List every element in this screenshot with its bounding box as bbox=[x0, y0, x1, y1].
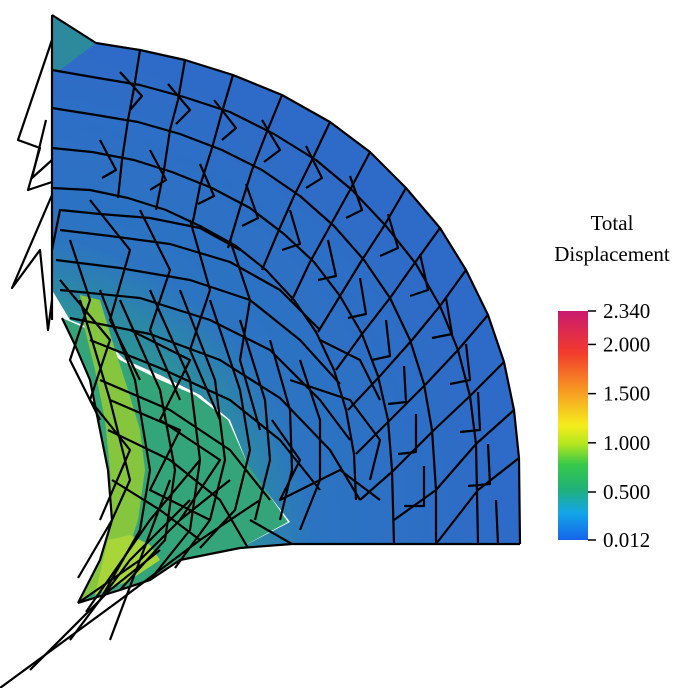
colorbar-ticks: 2.340 2.000 1.500 1.000 0.500 0.012 bbox=[588, 299, 650, 552]
colorbar-tick-label: 2.340 bbox=[603, 299, 650, 323]
field-high-region bbox=[80, 295, 145, 600]
colorbar-tick-label: 0.500 bbox=[603, 480, 650, 504]
field-outer-band bbox=[52, 15, 520, 548]
displacement-field bbox=[52, 15, 520, 603]
colorbar-gradient bbox=[558, 311, 588, 540]
mesh-distorted bbox=[0, 39, 382, 688]
field-top-wedge bbox=[52, 15, 96, 70]
mesh-outer bbox=[50, 14, 522, 546]
legend-title-line2: Displacement bbox=[554, 242, 670, 266]
colorbar-tick-label: 1.500 bbox=[603, 382, 650, 406]
colorbar: 2.340 2.000 1.500 1.000 0.500 0.012 bbox=[558, 299, 650, 552]
colorbar-tick-label: 0.012 bbox=[603, 528, 650, 552]
colorbar-tick-label: 1.000 bbox=[603, 431, 650, 455]
colorbar-tick-label: 2.000 bbox=[603, 332, 650, 356]
legend-title-line1: Total bbox=[591, 211, 634, 235]
